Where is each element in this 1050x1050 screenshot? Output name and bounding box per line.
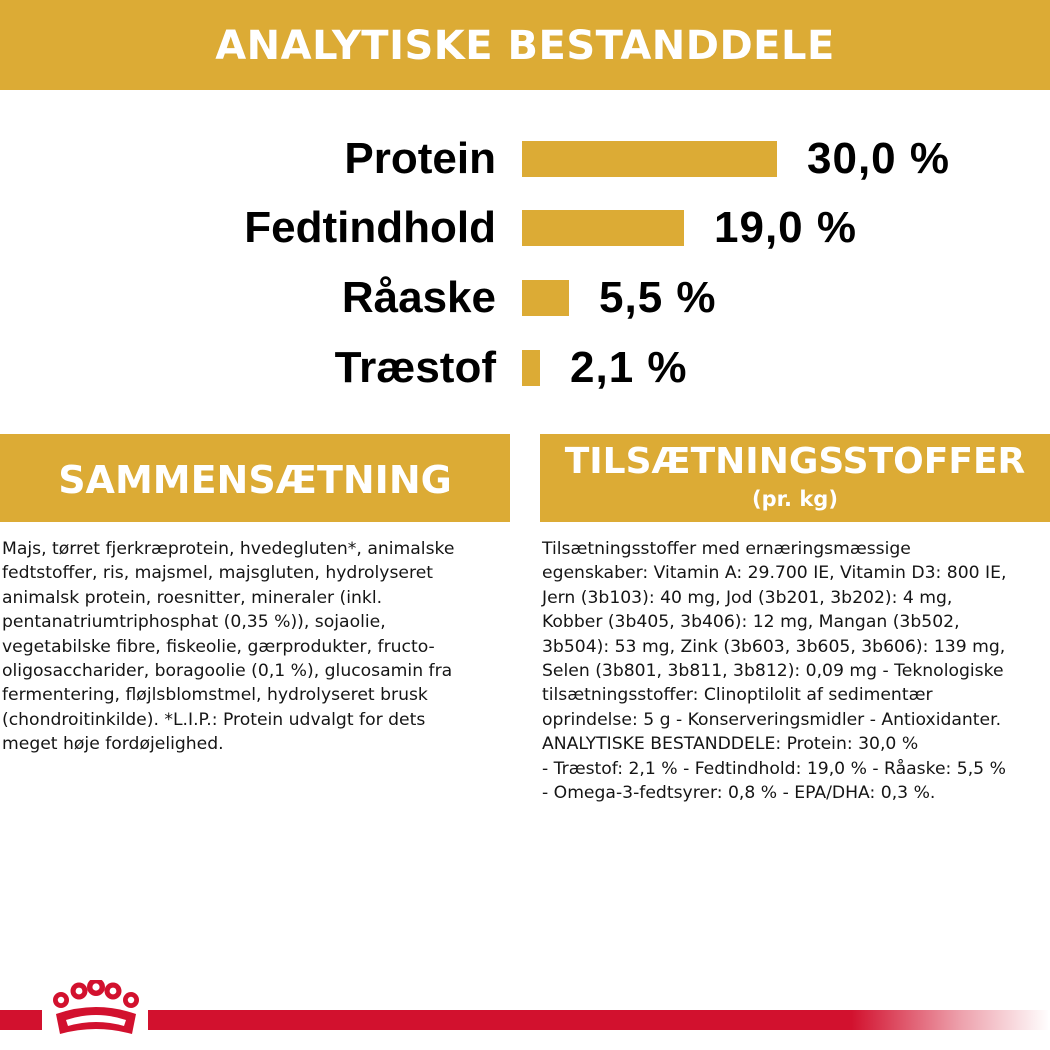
additives-subtitle: (pr. kg) xyxy=(752,487,838,511)
nutrient-bar xyxy=(522,350,540,386)
footer-stripe-left xyxy=(0,1010,42,1030)
composition-text: Majs, tørret fjerkræprotein, hvedegluten… xyxy=(2,539,455,755)
nutrient-value: 5,5 % xyxy=(599,273,717,322)
nutrient-bar xyxy=(522,280,569,316)
nutrient-label: Råaske xyxy=(341,273,496,322)
composition-title: SAMMENSÆTNING xyxy=(58,458,452,502)
nutrient-label: Fedtindhold xyxy=(244,203,496,252)
additives-banner: TILSÆTNINGSSTOFFER (pr. kg) xyxy=(540,434,1050,522)
nutrient-row-ash: Råaske 5,5 % xyxy=(0,270,1050,326)
crown-icon xyxy=(53,980,139,1034)
composition-banner: SAMMENSÆTNING xyxy=(0,434,510,522)
nutrient-bar xyxy=(522,210,684,246)
nutrient-label: Træstof xyxy=(334,343,496,392)
nutrient-bar xyxy=(522,141,777,177)
nutrient-label: Protein xyxy=(344,134,496,183)
additives-text: Tilsætningsstoffer med ernæringsmæssige … xyxy=(542,539,1007,804)
nutrient-value: 30,0 % xyxy=(807,134,950,183)
analytical-constituents-banner: ANALYTISKE BESTANDDELE xyxy=(0,0,1050,90)
nutrient-row-protein: Protein 30,0 % xyxy=(0,131,1050,187)
nutrient-row-fibre: Træstof 2,1 % xyxy=(0,340,1050,396)
nutrient-row-fat: Fedtindhold 19,0 % xyxy=(0,200,1050,256)
analytical-constituents-title: ANALYTISKE BESTANDDELE xyxy=(215,23,835,69)
additives-title: TILSÆTNINGSSTOFFER xyxy=(564,441,1026,482)
nutrient-value: 19,0 % xyxy=(714,203,857,252)
footer-brand-stripe xyxy=(0,1010,1050,1030)
nutrient-value: 2,1 % xyxy=(570,343,688,392)
footer-stripe-right xyxy=(148,1010,1050,1030)
